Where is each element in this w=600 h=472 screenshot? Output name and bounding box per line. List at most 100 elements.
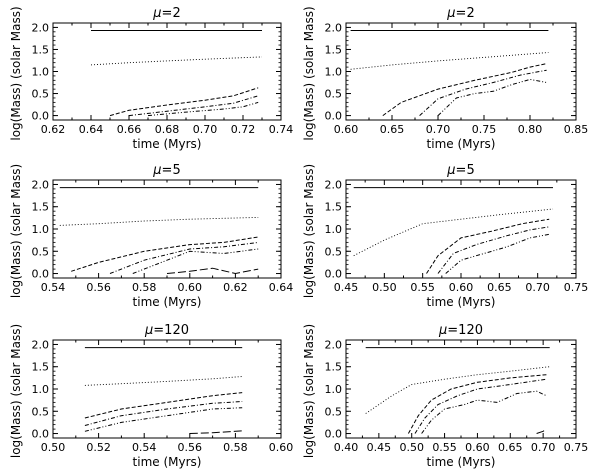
y-tick-label: 1.5 [325,201,343,214]
x-tick-label: 0.60 [178,281,203,294]
y-tick-label: 2.0 [325,178,343,191]
y-tick-label: 0.5 [325,405,343,418]
series-line-dashed [382,63,547,117]
series-line-dash-dot [419,69,547,116]
y-tick-label: 2.0 [325,21,343,34]
series-line-dotted [365,366,550,414]
series-line-long-dash [189,430,243,434]
x-tick-label: 0.65 [380,123,405,136]
y-tick-label: 0.0 [325,268,343,281]
x-tick-label: 0.60 [269,441,294,454]
series-group [90,30,263,117]
x-axis-ticks: 0.50 0.52 0.54 0.56 0.58 0.60 [41,340,294,454]
series-group [353,187,554,274]
series-line-long-dash [166,267,259,275]
chart-title: μ=120 [438,323,483,338]
series-group [84,347,243,434]
y-axis-ticks: 0.0 0.5 1.0 1.5 2.0 [325,21,576,123]
series-line-dashed [407,374,547,434]
x-axis-label: time (Myrs) [133,455,202,469]
x-tick-label: 0.52 [86,441,111,454]
series-group [350,30,549,117]
chart-title: μ=2 [446,6,474,21]
series-line-dash-dot [414,378,547,434]
x-tick-label: 0.74 [269,123,294,136]
y-axis-label: log(Mass) (solar Mass) [302,324,316,458]
x-tick-label: 0.40 [334,441,359,454]
chart-panel-3: 0.54 0.56 0.58 0.60 0.62 0.64 0.0 0.5 1.0 1.5 2.0 μ… [9,163,293,309]
y-axis-label: log(Mass) (solar Mass) [9,6,23,140]
y-axis-ticks: 0.0 0.5 1.0 1.5 2.0 [32,178,281,281]
chart-title: μ=5 [446,163,474,178]
y-tick-label: 0.5 [32,245,50,258]
chart-title-value: 120 [458,323,483,338]
x-tick-label: 0.68 [155,123,180,136]
chart-title-value: 2 [466,6,474,21]
y-tick-label: 2.0 [32,178,50,191]
x-tick-label: 0.50 [399,441,424,454]
x-tick-label: 0.75 [564,441,589,454]
x-tick-label: 0.62 [223,281,248,294]
x-axis-label: time (Myrs) [427,295,496,309]
y-tick-label: 2.0 [325,338,343,351]
x-tick-label: 0.56 [178,441,203,454]
x-tick-label: 0.66 [117,123,142,136]
series-line-dash-dot [128,95,259,117]
y-tick-label: 1.0 [32,383,50,396]
x-axis-label: time (Myrs) [133,295,202,309]
y-axis-label: log(Mass) (solar Mass) [302,164,316,298]
y-tick-label: 0.5 [325,88,343,101]
chart-panel-4: 0.45 0.50 0.55 0.60 0.65 0.70 0.75 0.0 0.5 1.0 1.5… [302,163,588,309]
chart-title-value: 5 [172,163,180,178]
x-tick-label: 0.65 [487,281,512,294]
x-tick-label: 0.55 [410,281,435,294]
x-tick-label: 0.54 [41,281,66,294]
y-tick-label: 1.0 [325,383,343,396]
y-axis-label: log(Mass) (solar Mass) [9,324,23,458]
x-tick-label: 0.60 [449,281,474,294]
x-tick-label: 0.70 [525,281,550,294]
plot-frame [52,179,282,279]
series-line-dotted [353,208,554,257]
chart-panel-5: 0.50 0.52 0.54 0.56 0.58 0.60 0.0 0.5 1.0 1.5 2.0 μ… [9,323,293,469]
series-line-dashed [426,218,550,274]
chart-panel-2: 0.60 0.65 0.70 0.75 0.80 0.85 0.0 0.5 1.0 1.5 2.0 μ… [302,6,588,151]
x-axis-ticks: 0.60 0.65 0.70 0.75 0.80 0.85 [334,23,589,136]
series-line-dashed [84,392,243,419]
chart-title-value: 120 [164,323,189,338]
x-tick-label: 0.70 [531,441,556,454]
x-tick-label: 0.60 [334,123,359,136]
x-tick-label: 0.54 [132,441,157,454]
series-line-dash-dot-dot [437,78,547,116]
series-line-dashed [109,87,259,117]
x-tick-label: 0.64 [79,123,104,136]
series-group [59,187,259,275]
x-tick-label: 0.75 [564,281,589,294]
y-axis-label: log(Mass) (solar Mass) [302,6,316,140]
y-tick-label: 1.0 [32,223,50,236]
x-axis-ticks: 0.62 0.64 0.66 0.68 0.70 0.72 0.74 [41,23,294,136]
x-tick-label: 0.85 [564,123,589,136]
x-axis-ticks: 0.40 0.45 0.50 0.55 0.60 0.65 0.70 0.75 [334,340,589,454]
y-tick-label: 0.0 [32,428,50,441]
chart-panel-6: 0.40 0.45 0.50 0.55 0.60 0.65 0.70 0.75 0.0 0.5 1.… [302,323,588,469]
y-tick-label: 1.0 [325,66,343,79]
chart-title: μ=5 [152,163,180,178]
x-tick-label: 0.60 [465,441,490,454]
x-tick-label: 0.50 [41,441,66,454]
y-tick-label: 0.5 [32,88,50,101]
x-tick-label: 0.58 [223,441,248,454]
x-tick-label: 0.45 [367,441,392,454]
y-tick-label: 2.0 [32,21,50,34]
x-tick-label: 0.65 [498,441,523,454]
chart-panel-1: 0.62 0.64 0.66 0.68 0.70 0.72 0.74 0.0 0.5 1.0 1.5… [9,6,293,151]
x-axis-label: time (Myrs) [427,455,496,469]
y-tick-label: 0.0 [32,110,50,123]
y-tick-label: 1.0 [325,223,343,236]
series-line-dotted [84,376,243,386]
series-line-dash-dot [437,226,550,274]
y-tick-label: 2.0 [32,338,50,351]
series-line-long-dash [536,428,547,434]
chart-title-prefix: μ= [438,323,458,338]
